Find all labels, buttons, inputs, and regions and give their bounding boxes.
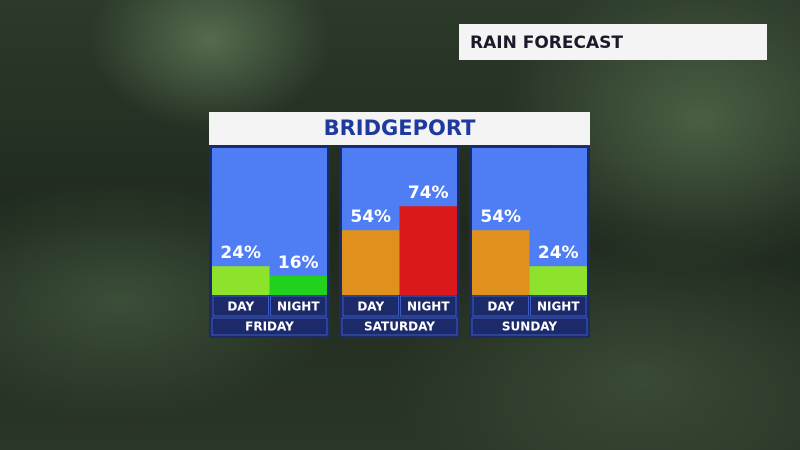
value-label: 24% bbox=[538, 243, 579, 263]
series-label: DAY bbox=[487, 300, 514, 314]
header-title: RAIN FORECAST bbox=[470, 33, 623, 53]
series-label: DAY bbox=[357, 300, 384, 314]
bar bbox=[399, 206, 457, 295]
series-label: NIGHT bbox=[407, 300, 450, 314]
series-label: DAY bbox=[227, 300, 254, 314]
header-box bbox=[459, 24, 767, 60]
category-label: SUNDAY bbox=[502, 320, 558, 334]
bar bbox=[529, 266, 587, 295]
bar bbox=[212, 266, 270, 295]
bar bbox=[472, 230, 530, 295]
title-box bbox=[209, 112, 590, 145]
chart-title: BRIDGEPORT bbox=[324, 116, 476, 140]
category-label: FRIDAY bbox=[245, 320, 294, 334]
category-box bbox=[471, 317, 588, 336]
category-label: SATURDAY bbox=[364, 320, 435, 334]
series-label-box bbox=[212, 295, 269, 317]
value-label: 54% bbox=[480, 207, 521, 227]
category-box bbox=[211, 317, 328, 336]
series-label-box bbox=[400, 295, 457, 317]
value-label: 24% bbox=[220, 243, 261, 263]
value-label: 16% bbox=[278, 253, 319, 273]
value-label: 74% bbox=[408, 183, 449, 203]
value-label: 54% bbox=[350, 207, 391, 227]
bar bbox=[342, 230, 400, 295]
bar bbox=[269, 275, 327, 295]
series-label-box bbox=[342, 295, 399, 317]
series-label-box bbox=[270, 295, 327, 317]
category-box bbox=[341, 317, 458, 336]
series-label: NIGHT bbox=[537, 300, 580, 314]
series-label-box bbox=[530, 295, 587, 317]
series-label-box bbox=[472, 295, 529, 317]
series-label: NIGHT bbox=[277, 300, 320, 314]
